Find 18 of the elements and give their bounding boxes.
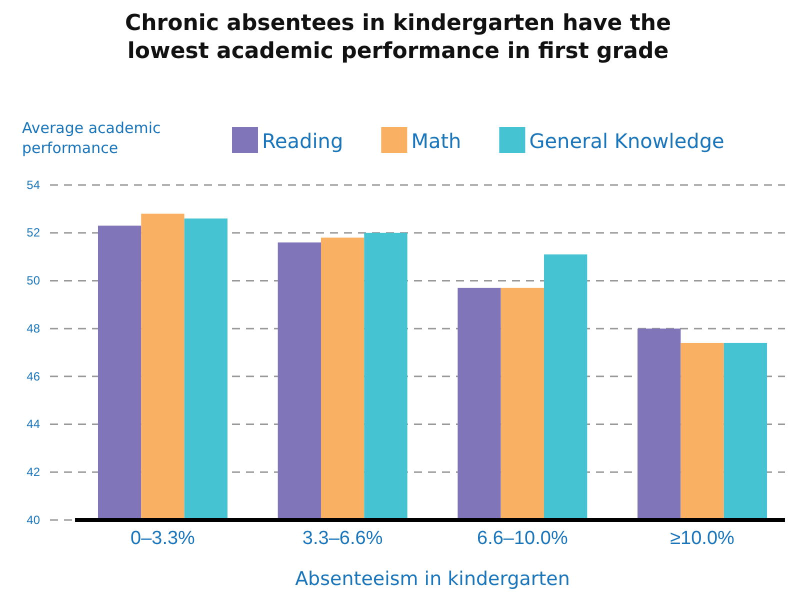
x-tick-label: 0–3.3% [130,528,196,549]
y-tick-label: 50 [26,274,40,288]
x-tick-label: 3.3–6.6% [302,528,383,549]
chart-title: Chronic absentees in kindergarten have the lowest academic performance in first grade [124,11,672,64]
legend-label: Math [411,129,462,153]
y-tick-label: 42 [26,464,40,479]
y-tick-label: 40 [26,512,40,527]
legend-label: Reading [262,129,344,153]
y-tick-label: 48 [26,321,40,336]
legend-label: General Knowledge [529,129,724,153]
x-tick-label: ≥10.0% [670,528,735,549]
y-axis-title: Average academic performance [22,119,161,157]
x-axis-title: Absenteeism in kindergarten [295,568,570,590]
y-tick-label: 46 [26,369,40,384]
x-tick-label: 6.6–10.0% [476,528,568,549]
y-tick-label: 52 [26,226,40,240]
y-tick-label: 54 [26,178,40,192]
y-tick-label: 44 [26,417,40,432]
